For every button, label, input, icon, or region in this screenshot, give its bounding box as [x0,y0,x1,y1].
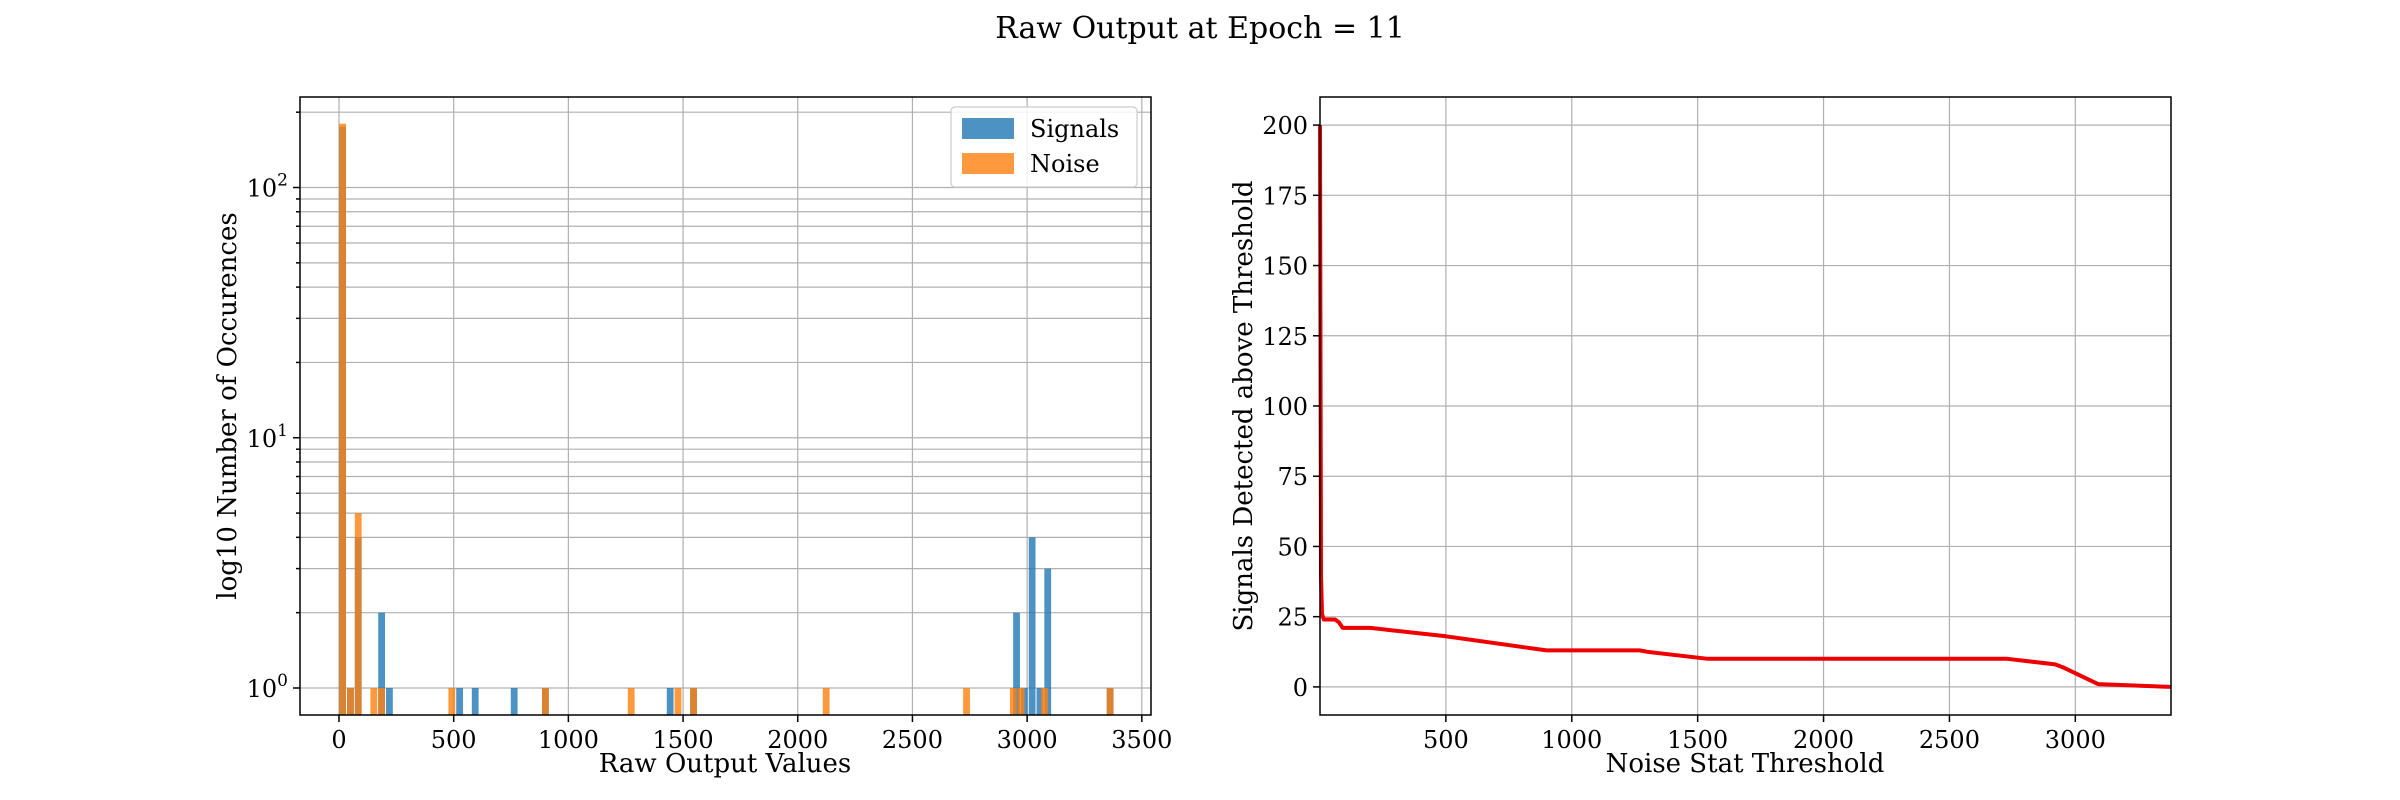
figure-title: Raw Output at Epoch = 11 [995,11,1405,46]
noise-histogram-bar [541,687,549,715]
signals-histogram-bar [471,687,479,715]
noise-histogram-bar [674,687,682,715]
y-tick-label: 100 [247,671,288,703]
x-tick-label: 1500 [653,726,714,754]
histogram-gridlines [300,97,1151,715]
histogram-legend: Signals Noise [950,106,1138,188]
legend-noise-label: Noise [1030,150,1100,178]
histogram-panel: 0 500 1000 1500 2000 2500 3000 3500 100 101 102 Ra… [213,96,1172,779]
signals-histogram-bar [1036,687,1044,715]
legend-noise-swatch [962,153,1014,174]
noise-histogram-bar [1017,687,1025,715]
threshold-y-axis-label: Signals Detected above Threshold [1229,180,1259,631]
legend-signals-swatch [962,118,1014,139]
x-tick-label: 1000 [538,726,599,754]
noise-histogram-bar [370,687,378,715]
x-tick-label: 1000 [1541,726,1602,754]
y-tick-label: 0 [1293,674,1308,702]
noise-histogram-bar [347,687,354,715]
x-tick-label: 2500 [1919,726,1980,754]
y-tick-label: 101 [247,421,288,453]
y-tick-label: 75 [1277,463,1308,491]
x-tick-label: 1500 [1667,726,1728,754]
x-tick-label: 500 [431,726,477,754]
signals-histogram-bar [1044,568,1052,715]
x-tick-label: 0 [331,726,346,754]
y-tick-label: 125 [1262,323,1308,351]
legend-signals-label: Signals [1030,115,1119,143]
signals-detected-curve [1318,125,2172,689]
noise-histogram-bar [1106,687,1114,715]
noise-histogram-bar [448,687,456,715]
y-tick-label: 200 [1262,112,1308,140]
threshold-x-axis-label: Noise Stat Threshold [1606,749,1885,779]
noise-histogram-bar [354,513,362,715]
x-tick-label: 500 [1423,726,1469,754]
x-tick-label: 2500 [882,726,943,754]
histogram-y-axis-label: log10 Number of Occurences [213,212,243,599]
noise-histogram-bar [1041,687,1048,715]
noise-histogram-bar [339,123,347,715]
threshold-ticks: 500 1000 1500 2000 2500 3000 0 25 50 75 100 125 150 1… [1262,112,2106,754]
signals-histogram-bar [456,687,464,715]
noise-histogram-bar [1009,687,1017,715]
x-tick-label: 3000 [2045,726,2106,754]
y-tick-label: 102 [247,171,288,203]
signals-histogram-bar [1028,537,1036,715]
threshold-gridlines [1320,97,2171,715]
noise-histogram-bar [378,687,386,715]
signals-histogram-bar [378,612,386,715]
x-tick-label: 2000 [767,726,828,754]
x-tick-label: 3000 [997,726,1058,754]
histogram-axes-frame [299,96,1152,716]
histogram-ticks: 0 500 1000 1500 2000 2500 3000 3500 100 101 102 [247,111,1172,754]
x-tick-label: 3500 [1111,726,1172,754]
noise-histogram-bar [822,687,830,715]
y-tick-label: 175 [1262,182,1308,210]
noise-histogram-bar [627,687,635,715]
y-tick-label: 150 [1262,253,1308,281]
signals-histogram-bar [1013,612,1020,715]
x-tick-label: 2000 [1793,726,1854,754]
histogram-bars [339,123,1114,715]
signals-histogram-bar [510,687,518,715]
y-tick-label: 50 [1277,533,1308,561]
y-tick-label: 100 [1262,393,1308,421]
signals-histogram-bar [666,687,674,715]
histogram-x-axis-label: Raw Output Values [599,749,851,779]
noise-histogram-bar [963,687,970,715]
y-tick-label: 25 [1277,604,1308,632]
threshold-panel: 500 1000 1500 2000 2500 3000 0 25 50 75 100 125 150 1… [1229,96,2172,779]
signals-histogram-bar [386,687,393,715]
noise-histogram-bar [690,687,697,715]
